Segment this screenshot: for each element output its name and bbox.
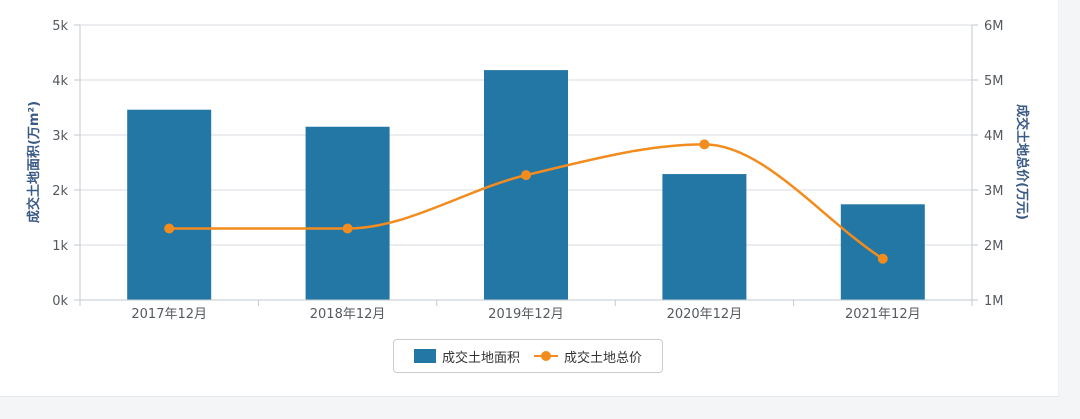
tick-labels: 0k 1M 1k 2M 2k 3M 3k 4M 4k 5M 5k 6M 2017年12月 2018年12月…	[52, 19, 1003, 322]
bar	[840, 204, 925, 300]
legend-bar-swatch	[413, 349, 436, 363]
y-left-tick-label: 5k	[52, 19, 68, 34]
combo-chart: 0k 1M 1k 2M 2k 3M 3k 4M 4k 5M 5k 6M 2017年12月 2018年12月…	[26, 19, 1030, 322]
axes	[74, 24, 978, 306]
bar	[662, 174, 747, 300]
y-right-tick-label: 3M	[984, 184, 1004, 199]
y-axis-right-title: 成交土地总价(万元)	[1014, 104, 1030, 220]
y-right-tick-label: 6M	[984, 19, 1004, 34]
x-tick-label: 2021年12月	[845, 307, 921, 322]
y-axis-left-title: 成交土地面积(万m²)	[26, 101, 42, 223]
y-left-tick-label: 2k	[52, 184, 68, 199]
bar	[127, 109, 212, 300]
legend: 成交土地面积 成交土地总价	[393, 339, 663, 373]
y-right-tick-label: 2M	[984, 239, 1004, 254]
chart-card: 0k 1M 1k 2M 2k 3M 3k 4M 4k 5M 5k 6M 2017年12月 2018年12月…	[0, 0, 1059, 397]
legend-line-swatch	[534, 349, 558, 363]
legend-item-area[interactable]: 成交土地面积	[413, 347, 520, 366]
y-right-tick-label: 1M	[984, 294, 1004, 309]
y-right-tick-label: 5M	[984, 74, 1004, 89]
x-tick-label: 2018年12月	[310, 307, 386, 322]
x-tick-label: 2019年12月	[488, 307, 564, 322]
bar-series	[127, 70, 925, 300]
y-left-tick-label: 3k	[52, 129, 68, 144]
price-point	[699, 139, 710, 150]
bar	[484, 70, 568, 300]
bar	[305, 126, 390, 300]
price-point	[342, 223, 353, 234]
price-point	[521, 170, 531, 181]
legend-label-area: 成交土地面积	[441, 350, 520, 366]
legend-label-price: 成交土地总价	[564, 350, 643, 366]
y-right-tick-label: 4M	[984, 129, 1004, 144]
y-left-tick-label: 0k	[52, 294, 68, 309]
line-series	[164, 139, 888, 264]
y-left-tick-label: 1k	[52, 239, 68, 254]
x-tick-label: 2017年12月	[131, 307, 207, 322]
y-left-tick-label: 4k	[52, 74, 68, 89]
price-point	[164, 223, 175, 234]
x-tick-label: 2020年12月	[667, 307, 743, 322]
price-point	[877, 253, 888, 264]
legend-item-price[interactable]: 成交土地总价	[534, 347, 642, 366]
